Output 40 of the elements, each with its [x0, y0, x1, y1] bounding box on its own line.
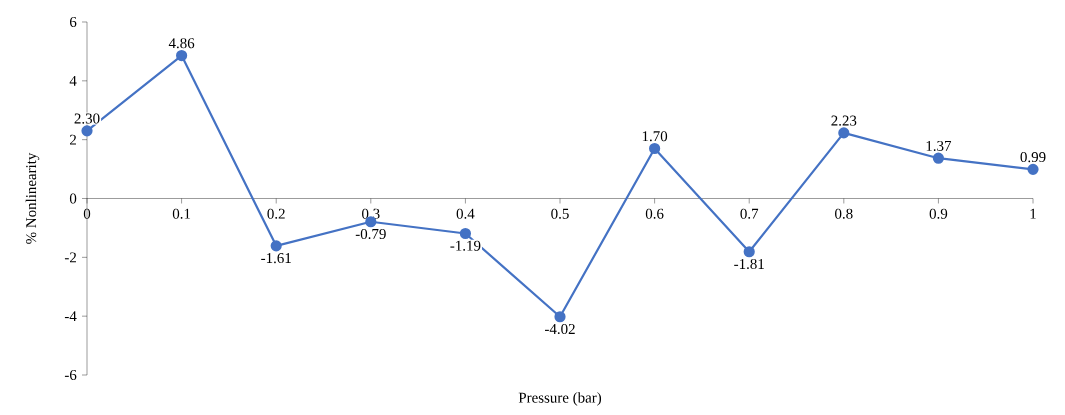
- x-tick-label: 0: [83, 208, 91, 219]
- x-tick-label: 1: [1030, 208, 1036, 219]
- y-tick-label: -4: [64, 311, 77, 322]
- x-tick-label: 0.8: [835, 208, 853, 219]
- y-tick-label: 6: [69, 16, 77, 28]
- point: [743, 246, 755, 258]
- y-tick-label: -2: [64, 252, 76, 263]
- x-tick-label: 0.6: [645, 208, 664, 219]
- y-axis-title: % Nonlinearity: [25, 152, 40, 244]
- x-tick-label: 0.1: [172, 208, 191, 219]
- data-label: -1.19: [450, 240, 481, 251]
- point: [554, 311, 566, 323]
- data-label: -1.61: [261, 253, 291, 264]
- data-label: 4.86: [168, 38, 195, 49]
- x-tick-label: 0.5: [551, 208, 569, 219]
- data-label: 1.70: [642, 131, 668, 142]
- x-tick-label: 0.2: [267, 208, 285, 219]
- y-tick-label: 2: [70, 134, 76, 145]
- data-label: 0.99: [1020, 152, 1046, 163]
- data-label: -1.81: [734, 258, 764, 270]
- data-label: -4.02: [544, 323, 575, 335]
- x-axis-title: Pressure (bar): [518, 392, 602, 406]
- x-tick-label: 0.4: [456, 208, 475, 219]
- point: [81, 125, 93, 137]
- point: [649, 142, 661, 155]
- point: [270, 240, 282, 252]
- point: [459, 227, 472, 240]
- x-tick-label: 0.9: [929, 208, 948, 219]
- data-label: -0.79: [355, 228, 386, 240]
- data-label: 2.23: [831, 115, 857, 126]
- y-tick-label: -6: [64, 369, 77, 381]
- point: [176, 49, 188, 62]
- point: [1027, 163, 1039, 175]
- data-label: 2.30: [74, 113, 100, 124]
- point: [932, 152, 945, 164]
- x-tick-label: 0.7: [740, 208, 759, 219]
- point: [838, 127, 850, 139]
- y-tick-label: 4: [69, 75, 77, 86]
- y-tick-label: 0: [69, 193, 77, 204]
- data-label: 1.37: [926, 140, 952, 151]
